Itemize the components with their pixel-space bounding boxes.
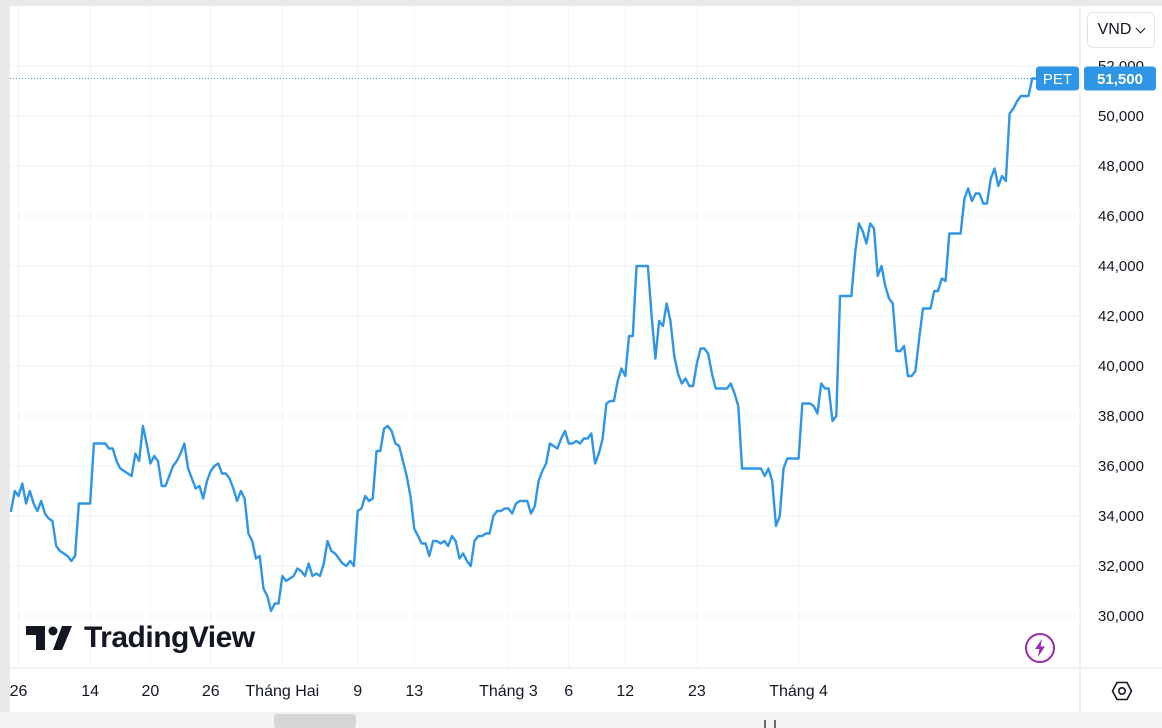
y-tick-label: 48,000 — [1098, 158, 1144, 175]
x-tick-label: 13 — [405, 683, 423, 700]
bottom-tick-mark — [774, 720, 776, 728]
tradingview-logo: TradingView — [26, 618, 255, 658]
y-tick-label: 32,000 — [1098, 558, 1144, 575]
y-tick-label: 42,000 — [1098, 308, 1144, 325]
symbol-label-bg — [1036, 66, 1079, 91]
top-frame — [0, 0, 1162, 6]
x-tick-label: 9 — [353, 683, 362, 700]
x-tick-label: Tháng 4 — [769, 683, 828, 700]
x-tick-label: 26 — [202, 683, 220, 700]
x-tick-label: 20 — [142, 683, 160, 700]
x-tick-label: 26 — [10, 683, 28, 700]
price-chart[interactable]: 30,000 32,000 34,000 36,000 38,000 40,000 42,0… — [0, 0, 1162, 712]
y-tick-label: 30,000 — [1098, 608, 1144, 625]
tradingview-logo-text: TradingView — [84, 621, 255, 654]
x-tick-label: 12 — [616, 683, 634, 700]
x-tick-label: 14 — [81, 683, 99, 700]
symbol-label: PET — [1043, 71, 1072, 88]
currency-value: VND — [1097, 21, 1132, 38]
lightning-icon — [1025, 633, 1055, 663]
x-tick-label: 6 — [564, 683, 573, 700]
y-tick-label: 36,000 — [1098, 458, 1144, 475]
x-tick-label: Tháng Hai — [245, 683, 319, 700]
price-series-line — [9, 77, 1038, 613]
y-tick-label: 38,000 — [1098, 408, 1144, 425]
y-tick-label: 34,000 — [1098, 508, 1144, 525]
scroll-thumb[interactable] — [274, 714, 356, 728]
tradingview-logo-icon — [26, 626, 72, 650]
y-tick-label: 50,000 — [1098, 108, 1144, 125]
bottom-tick-mark — [764, 720, 766, 728]
y-tick-label: 44,000 — [1098, 258, 1144, 275]
currency-select[interactable]: VND — [1087, 12, 1155, 48]
last-price-label-bg — [1084, 66, 1156, 91]
bottom-scroll-area — [0, 712, 1162, 728]
y-tick-label: 46,000 — [1098, 208, 1144, 225]
lightning-button[interactable] — [1024, 632, 1056, 664]
x-tick-label: 23 — [688, 683, 706, 700]
left-frame — [0, 0, 10, 728]
settings-icon — [1111, 681, 1133, 701]
y-tick-label: 40,000 — [1098, 358, 1144, 375]
chart-settings-button[interactable] — [1108, 677, 1136, 705]
x-tick-label: Tháng 3 — [479, 683, 538, 700]
chevron-down-icon — [1135, 23, 1146, 33]
last-price-label: 51,500 — [1097, 71, 1143, 88]
